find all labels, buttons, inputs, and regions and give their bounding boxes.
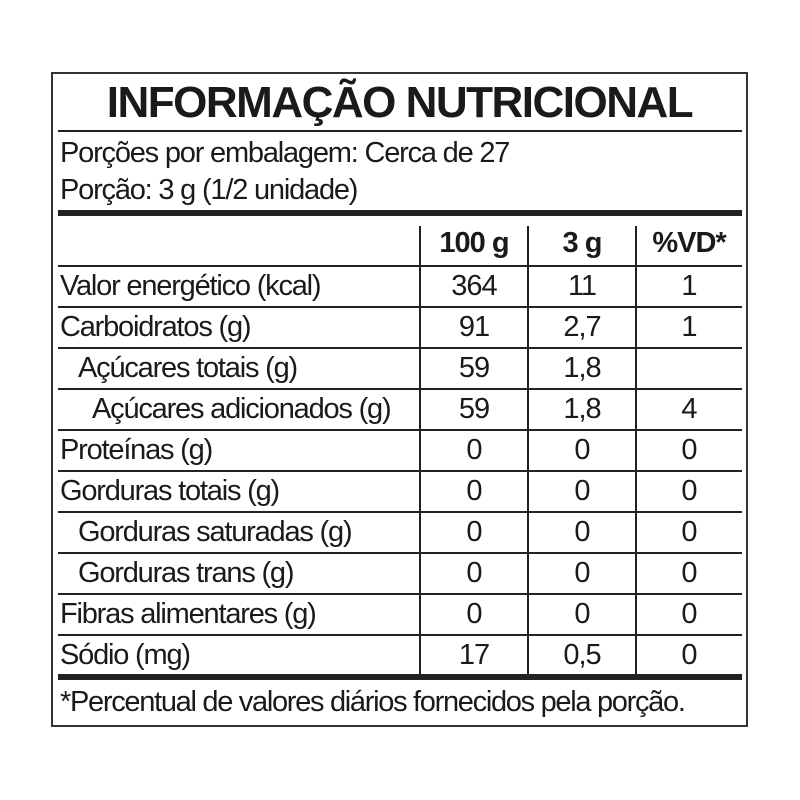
value-per-100g: 0 bbox=[466, 598, 482, 630]
value-per-100g: 0 bbox=[466, 434, 482, 466]
row-divider bbox=[58, 511, 742, 513]
value-per-serving: 0 bbox=[574, 475, 590, 507]
header-thick-divider bbox=[58, 210, 742, 216]
value-per-100g: 364 bbox=[451, 270, 497, 302]
value-per-serving: 1,8 bbox=[563, 352, 601, 384]
row-divider bbox=[58, 634, 742, 636]
column-header-serving: 3 g bbox=[562, 227, 603, 259]
value-per-serving: 0,5 bbox=[563, 639, 601, 671]
footnote: *Percentual de valores diários fornecido… bbox=[60, 686, 686, 718]
value-per-serving: 11 bbox=[567, 270, 597, 302]
serving-size: Porção: 3 g (1/2 unidade) bbox=[60, 174, 358, 206]
nutrition-label-frame bbox=[51, 72, 748, 727]
row-divider bbox=[58, 265, 742, 267]
nutrient-label: Gorduras totais (g) bbox=[60, 475, 280, 507]
value-daily-percent: 0 bbox=[681, 557, 697, 589]
column-header-vd: %VD* bbox=[652, 227, 726, 259]
row-divider bbox=[58, 470, 742, 472]
value-daily-percent: 1 bbox=[681, 270, 697, 302]
value-per-100g: 59 bbox=[458, 393, 490, 425]
nutrient-label: Açúcares totais (g) bbox=[78, 352, 298, 384]
value-daily-percent: 0 bbox=[681, 434, 697, 466]
value-daily-percent: 0 bbox=[681, 516, 697, 548]
row-divider bbox=[58, 388, 742, 390]
nutrient-label: Carboidratos (g) bbox=[60, 311, 252, 343]
row-divider bbox=[58, 347, 742, 349]
value-per-serving: 0 bbox=[574, 557, 590, 589]
value-daily-percent: 0 bbox=[681, 475, 697, 507]
value-daily-percent: 1 bbox=[681, 311, 697, 343]
column-divider bbox=[419, 226, 421, 677]
value-per-serving: 0 bbox=[574, 516, 590, 548]
value-per-100g: 59 bbox=[458, 352, 490, 384]
value-per-serving: 0 bbox=[574, 434, 590, 466]
column-divider bbox=[635, 226, 637, 677]
column-divider bbox=[527, 226, 529, 677]
value-per-100g: 0 bbox=[466, 475, 482, 507]
nutrient-label: Gorduras trans (g) bbox=[78, 557, 295, 589]
nutrient-label: Valor energético (kcal) bbox=[60, 270, 322, 302]
nutrient-label: Gorduras saturadas (g) bbox=[78, 516, 353, 548]
value-daily-percent: 0 bbox=[681, 598, 697, 630]
value-daily-percent: 0 bbox=[681, 639, 697, 671]
row-divider bbox=[58, 552, 742, 554]
row-divider bbox=[58, 593, 742, 595]
value-daily-percent: 4 bbox=[681, 393, 697, 425]
value-per-100g: 17 bbox=[458, 639, 490, 671]
value-per-100g: 0 bbox=[466, 516, 482, 548]
nutrient-label: Proteínas (g) bbox=[60, 434, 213, 466]
value-per-100g: 91 bbox=[458, 311, 490, 343]
column-header-100g: 100 g bbox=[439, 227, 509, 259]
nutrient-label: Sódio (mg) bbox=[60, 639, 191, 671]
value-per-serving: 1,8 bbox=[563, 393, 601, 425]
row-divider bbox=[58, 429, 742, 431]
nutrient-label: Fibras alimentares (g) bbox=[60, 598, 317, 630]
row-divider bbox=[58, 306, 742, 308]
label-title: INFORMAÇÃO NUTRICIONAL bbox=[106, 78, 694, 127]
servings-per-package: Porções por embalagem: Cerca de 27 bbox=[60, 137, 510, 169]
value-per-serving: 2,7 bbox=[563, 311, 601, 343]
footer-thick-divider bbox=[58, 674, 742, 680]
title-divider bbox=[58, 130, 742, 132]
nutrient-label: Açúcares adicionados (g) bbox=[92, 393, 392, 425]
value-per-serving: 0 bbox=[574, 598, 590, 630]
value-per-100g: 0 bbox=[466, 557, 482, 589]
